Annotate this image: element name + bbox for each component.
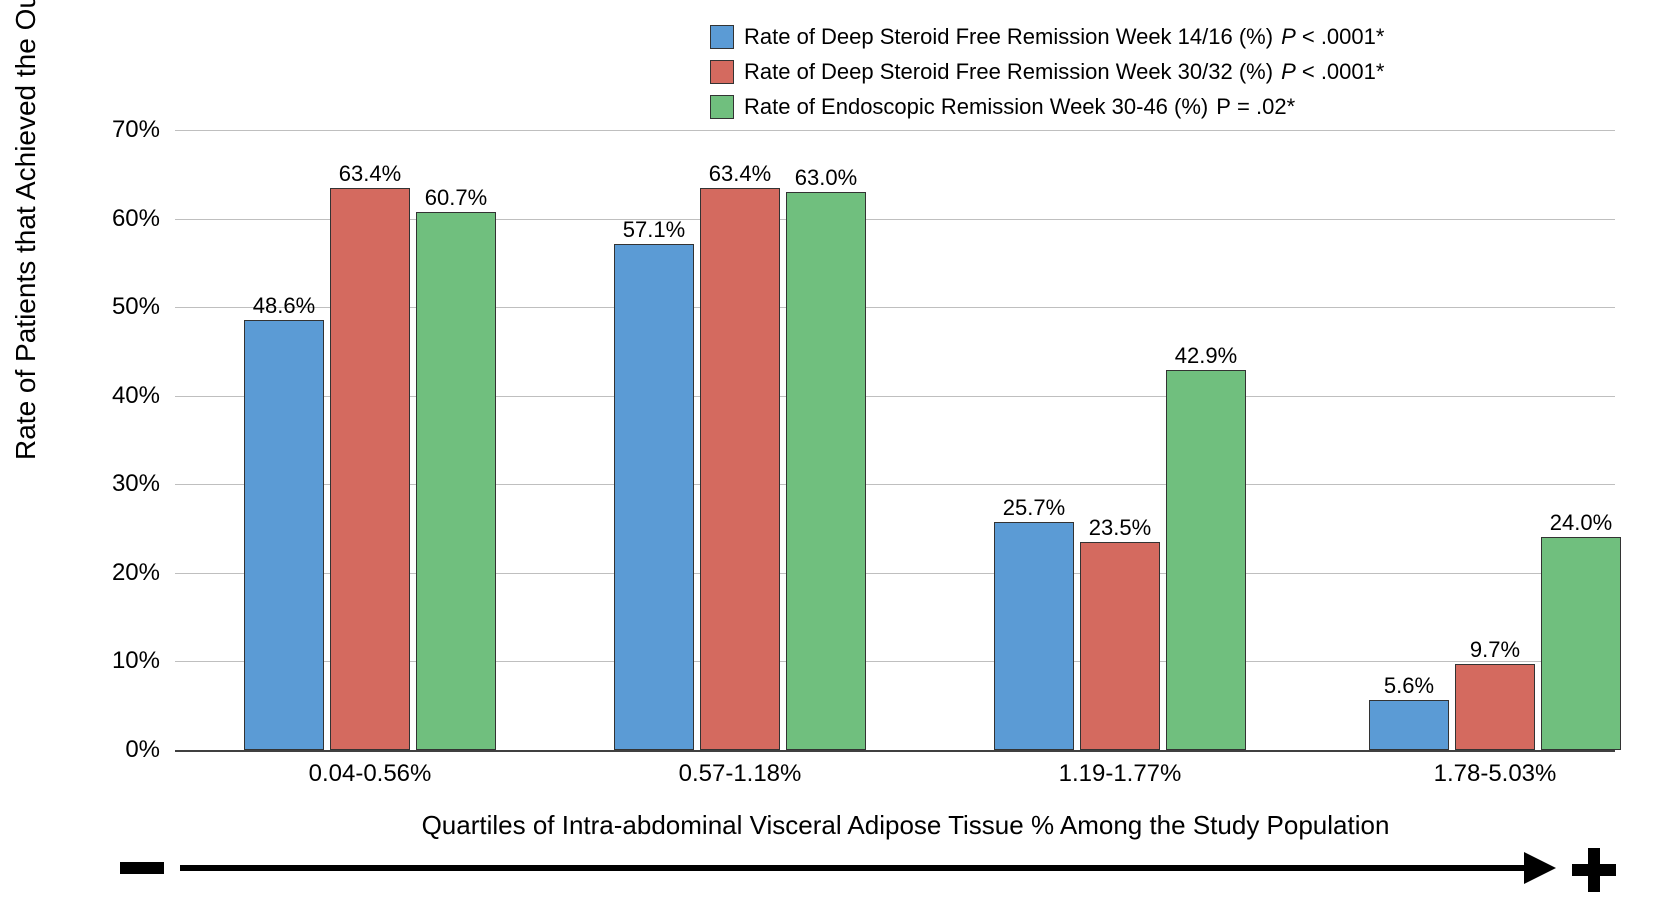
gridline <box>175 130 1615 131</box>
legend-swatch <box>710 25 734 49</box>
legend-p-prefix: P <box>1281 20 1296 53</box>
bar: 9.7% <box>1455 664 1535 750</box>
plot-area: 48.6%63.4%60.7%57.1%63.4%63.0%25.7%23.5%… <box>175 130 1615 750</box>
legend-swatch <box>710 60 734 84</box>
y-tick-label: 40% <box>20 382 160 410</box>
y-tick-label: 60% <box>20 205 160 233</box>
legend-p-value: = .02* <box>1231 90 1295 123</box>
x-axis-title: Quartiles of Intra-abdominal Visceral Ad… <box>175 810 1636 841</box>
direction-indicator <box>120 850 1616 890</box>
bar-value-label: 63.4% <box>709 161 771 187</box>
bar-group: 5.6%9.7%24.0% <box>1369 537 1621 750</box>
arrow-head-icon <box>1524 852 1556 884</box>
bar: 23.5% <box>1080 542 1160 750</box>
bar-value-label: 24.0% <box>1550 510 1612 536</box>
bar: 42.9% <box>1166 370 1246 750</box>
legend-item: Rate of Endoscopic Remission Week 30-46 … <box>710 90 1384 123</box>
y-tick-label: 50% <box>20 293 160 321</box>
bar: 60.7% <box>416 212 496 750</box>
bar: 25.7% <box>994 522 1074 750</box>
bar: 63.4% <box>700 188 780 750</box>
plus-icon <box>1588 848 1600 892</box>
legend-item: Rate of Deep Steroid Free Remission Week… <box>710 55 1384 88</box>
category-label: 1.78-5.03% <box>1434 760 1557 788</box>
bar: 57.1% <box>614 244 694 750</box>
category-label: 0.04-0.56% <box>309 760 432 788</box>
bar-value-label: 9.7% <box>1470 637 1520 663</box>
y-tick-label: 30% <box>20 470 160 498</box>
bar-value-label: 57.1% <box>623 217 685 243</box>
bar-value-label: 42.9% <box>1175 343 1237 369</box>
y-axis-ticks: 0%10%20%30%40%50%60%70% <box>20 130 175 750</box>
chart-container: Rate of Deep Steroid Free Remission Week… <box>20 20 1636 889</box>
y-tick-label: 10% <box>20 647 160 675</box>
bar-value-label: 63.0% <box>795 165 857 191</box>
bar-value-label: 5.6% <box>1384 673 1434 699</box>
bar-value-label: 25.7% <box>1003 495 1065 521</box>
legend-p-value: < .0001* <box>1296 55 1385 88</box>
bar: 48.6% <box>244 320 324 750</box>
x-axis-line <box>175 750 1615 752</box>
minus-icon <box>120 862 164 874</box>
y-tick-label: 70% <box>20 116 160 144</box>
legend: Rate of Deep Steroid Free Remission Week… <box>710 20 1384 125</box>
bar-group: 48.6%63.4%60.7% <box>244 188 496 750</box>
bar-value-label: 23.5% <box>1089 515 1151 541</box>
bar-value-label: 48.6% <box>253 293 315 319</box>
legend-swatch <box>710 95 734 119</box>
bar-value-label: 63.4% <box>339 161 401 187</box>
category-label: 0.57-1.18% <box>679 760 802 788</box>
arrow-line <box>180 865 1526 871</box>
bar-group: 57.1%63.4%63.0% <box>614 188 866 750</box>
bar-value-label: 60.7% <box>425 185 487 211</box>
category-label: 1.19-1.77% <box>1059 760 1182 788</box>
legend-p-value: < .0001* <box>1296 20 1385 53</box>
bar-group: 25.7%23.5%42.9% <box>994 370 1246 750</box>
legend-p-prefix: P <box>1281 55 1296 88</box>
legend-p-prefix: P <box>1216 90 1231 123</box>
bar: 5.6% <box>1369 700 1449 750</box>
bar: 63.4% <box>330 188 410 750</box>
legend-label: Rate of Endoscopic Remission Week 30-46 … <box>744 90 1208 123</box>
y-tick-label: 20% <box>20 559 160 587</box>
legend-label: Rate of Deep Steroid Free Remission Week… <box>744 20 1273 53</box>
y-tick-label: 0% <box>20 736 160 764</box>
bar: 63.0% <box>786 192 866 750</box>
legend-label: Rate of Deep Steroid Free Remission Week… <box>744 55 1273 88</box>
bar: 24.0% <box>1541 537 1621 750</box>
legend-item: Rate of Deep Steroid Free Remission Week… <box>710 20 1384 53</box>
